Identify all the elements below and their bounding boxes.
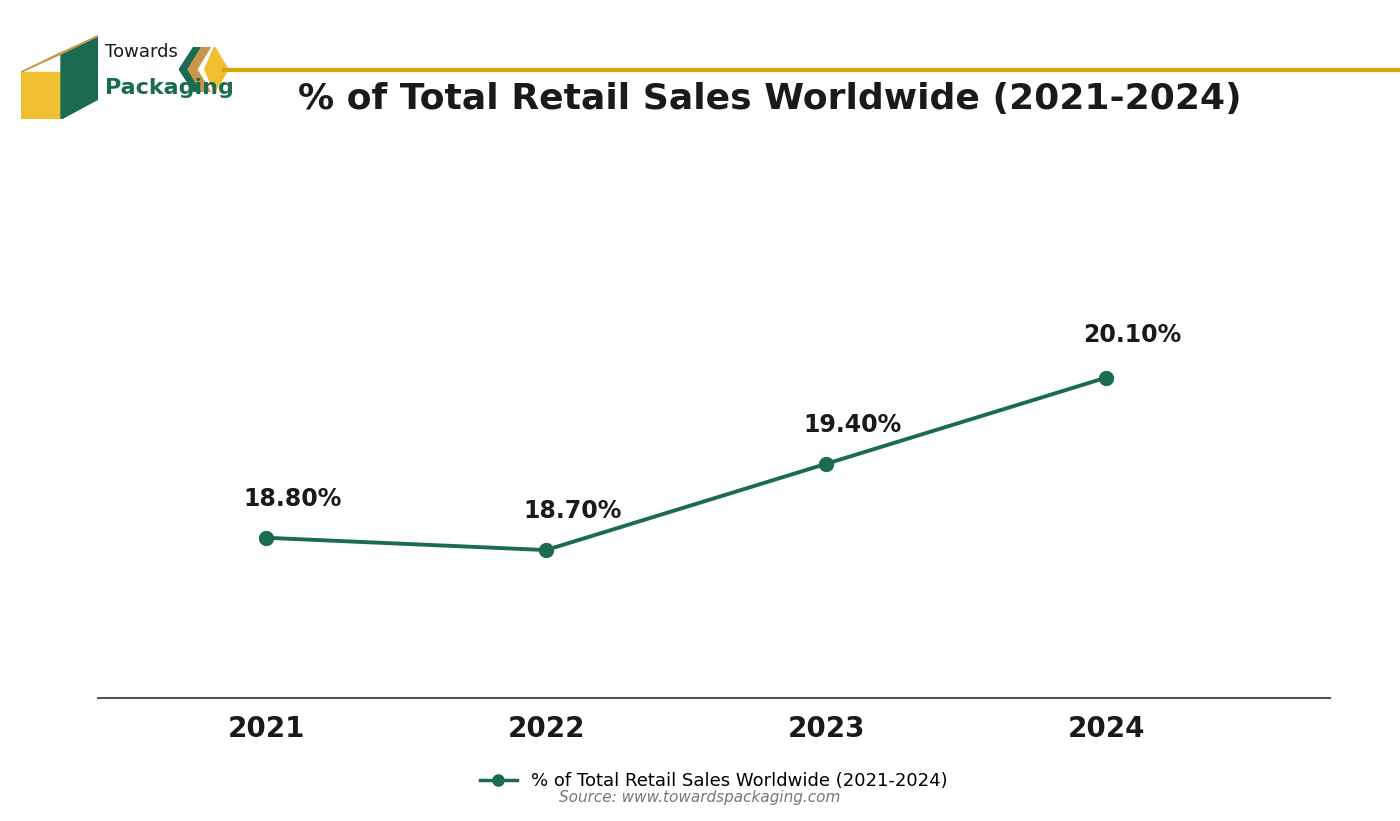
Text: 18.80%: 18.80%	[244, 487, 342, 511]
Text: 18.70%: 18.70%	[524, 499, 622, 523]
Text: Source: www.towardspackaging.com: Source: www.towardspackaging.com	[560, 790, 840, 805]
Polygon shape	[21, 36, 98, 72]
Polygon shape	[62, 36, 98, 119]
Text: Packaging: Packaging	[105, 78, 234, 98]
Text: Towards: Towards	[105, 43, 178, 61]
Polygon shape	[179, 47, 203, 92]
Text: % of Total Retail Sales Worldwide (2021-2024): % of Total Retail Sales Worldwide (2021-…	[298, 81, 1242, 116]
Polygon shape	[204, 47, 228, 92]
Text: 20.10%: 20.10%	[1084, 323, 1182, 346]
Polygon shape	[188, 47, 210, 92]
Bar	[21, 72, 62, 119]
Text: 19.40%: 19.40%	[804, 413, 902, 437]
Legend: % of Total Retail Sales Worldwide (2021-2024): % of Total Retail Sales Worldwide (2021-…	[473, 764, 955, 797]
